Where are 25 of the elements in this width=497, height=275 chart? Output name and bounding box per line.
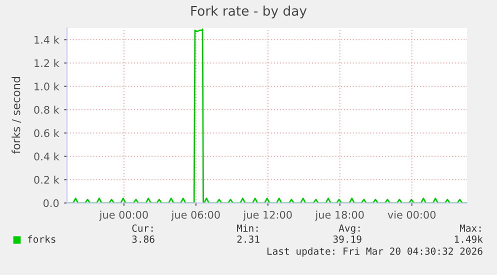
- y-tick-label: 1.0 k: [34, 82, 60, 90]
- y-axis-title: forks / second: [12, 77, 22, 154]
- y-tick-label: 1.2 k: [34, 59, 60, 67]
- chart-title: Fork rate - by day: [191, 6, 307, 18]
- y-tick-label: 0.2 k: [34, 176, 60, 184]
- y-tick-label: 0.6 k: [34, 129, 60, 138]
- text: Last update: Fri Mar 20 04:30:32 2026: [267, 247, 482, 257]
- text: 1.49k: [454, 235, 483, 243]
- x-tick-label: vie 00:00: [388, 210, 436, 219]
- text: 2.31: [237, 235, 260, 243]
- text: Avg:: [338, 224, 360, 234]
- y-tick-label: 0.8 k: [34, 106, 60, 114]
- y-tick-label: 0.0: [43, 199, 59, 208]
- x-tick-label: jue 12:00: [243, 210, 292, 221]
- x-tick-label: jue 18:00: [315, 210, 364, 221]
- y-tick-label: 1.4 k: [34, 36, 60, 44]
- y-tick-label: 0.4 k: [34, 152, 60, 160]
- text: 39.19: [333, 235, 362, 243]
- text: Cur:: [132, 224, 153, 232]
- text: 3.86: [132, 235, 154, 243]
- x-tick-label: jue 06:00: [171, 210, 220, 221]
- text: Min:: [236, 224, 258, 232]
- legend-label: forks: [28, 235, 56, 243]
- text: Max:: [460, 224, 481, 232]
- x-tick-label: jue 00:00: [99, 210, 148, 221]
